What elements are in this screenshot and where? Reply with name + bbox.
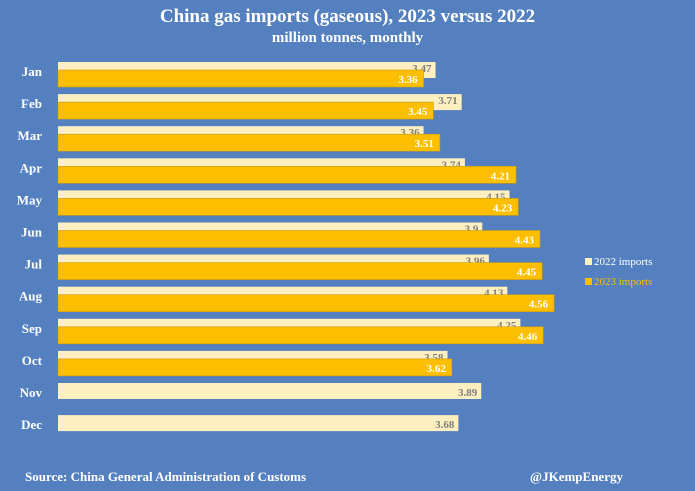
category-label-jun: Jun [21, 225, 43, 240]
bar-2022-dec [58, 415, 459, 432]
data-label-2023-jul: 4.45 [517, 267, 537, 279]
bar-2023-mar [57, 133, 441, 152]
category-label-dec: Dec [21, 417, 42, 432]
category-label-jul: Jul [25, 257, 43, 272]
category-label-aug: Aug [19, 289, 43, 304]
data-label-2023-jun: 4.43 [515, 235, 535, 247]
legend-item-2023: 2023 imports [585, 276, 652, 288]
category-label-nov: Nov [20, 385, 43, 400]
chart-subtitle: million tonnes, monthly [271, 30, 424, 46]
data-label-2023-oct: 3.62 [427, 363, 447, 375]
author-handle: @JKempEnergy [530, 469, 623, 484]
chart-title: China gas imports (gaseous), 2023 versus… [159, 6, 536, 27]
bar-2023-aug [57, 294, 555, 313]
bar-2022-nov [58, 383, 482, 399]
data-label-2023-feb: 3.45 [408, 106, 428, 118]
data-label-2023-aug: 4.56 [529, 299, 549, 311]
legend-item-2022: 2022 imports [585, 256, 652, 268]
category-label-may: May [17, 192, 43, 207]
category-label-feb: Feb [21, 96, 42, 111]
bar-2023-may [57, 198, 519, 216]
bar-2023-oct [57, 358, 453, 377]
data-label-2023-apr: 4.21 [491, 170, 510, 182]
data-label-2023-jan: 3.36 [398, 74, 418, 86]
bar-2023-jun [57, 230, 541, 248]
legend-swatch-2023 [585, 278, 592, 285]
bar-2023-sep [57, 326, 544, 345]
legend-label-2022: 2022 imports [594, 256, 653, 268]
category-label-mar: Mar [17, 128, 42, 143]
bar-2023-feb [57, 101, 434, 120]
source-note: Source: China General Administration of … [25, 469, 307, 484]
category-label-jan: Jan [22, 64, 43, 79]
bar-2023-apr [57, 166, 517, 184]
category-label-sep: Sep [22, 321, 42, 336]
data-label-2023-sep: 4.46 [518, 331, 538, 343]
data-label-2022-dec: 3.68 [435, 419, 455, 431]
legend-label-2023: 2023 imports [594, 276, 653, 288]
data-label-2023-mar: 3.51 [415, 138, 434, 150]
data-label-2022-nov: 3.89 [458, 387, 478, 399]
bar-2023-jul [57, 262, 543, 280]
legend-swatch-2022 [585, 258, 592, 265]
category-label-apr: Apr [20, 160, 43, 175]
data-label-2023-may: 4.23 [493, 202, 513, 214]
category-label-oct: Oct [22, 353, 43, 368]
bar-2023-jan [57, 69, 424, 88]
data-label-2022-feb: 3.71 [438, 95, 457, 107]
